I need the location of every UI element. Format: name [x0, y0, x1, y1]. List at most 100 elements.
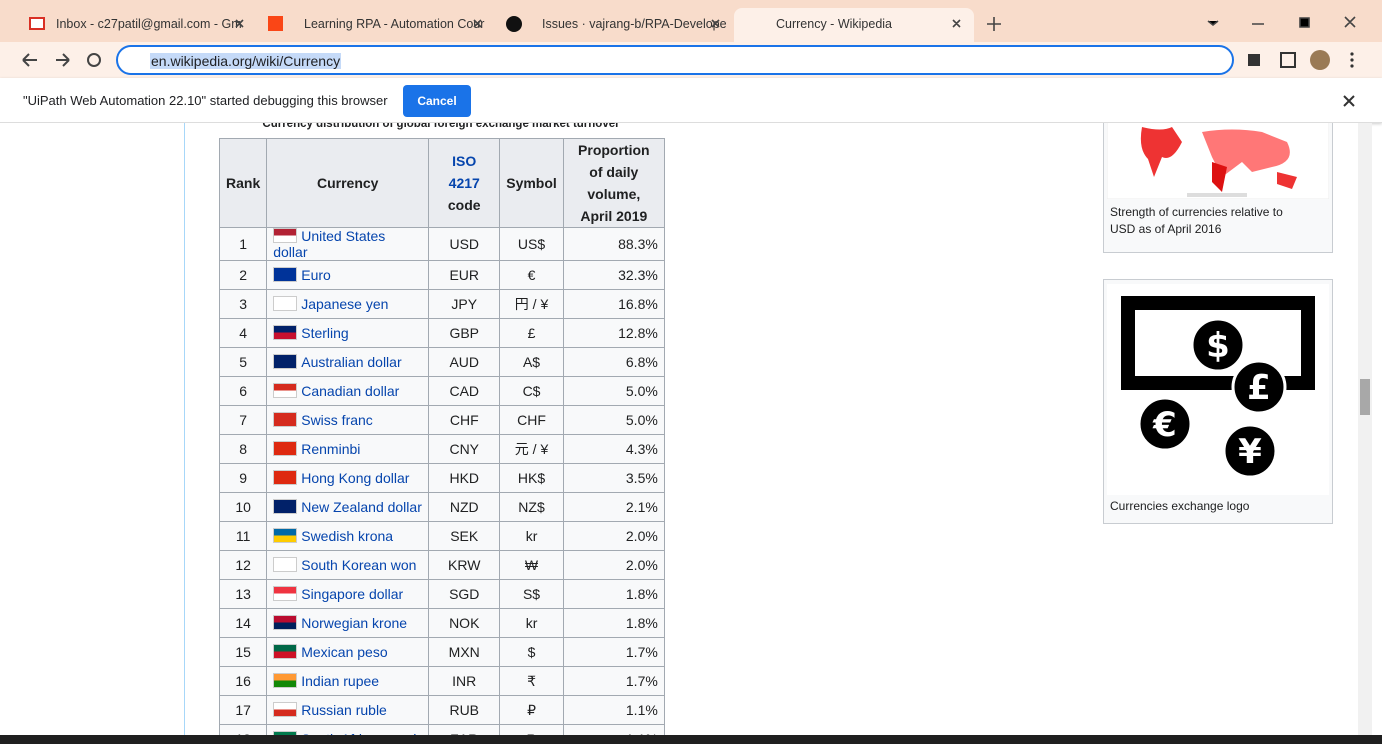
iso-code: SGD	[428, 579, 501, 609]
currency-name: South Korean won	[266, 550, 430, 580]
currency-link[interactable]: Mexican peso	[301, 644, 388, 660]
flag	[273, 557, 298, 572]
currency-name: Swiss franc	[266, 405, 430, 435]
iso-code: CNY	[428, 434, 501, 464]
flag	[273, 441, 298, 456]
table-row: 3 Japanese yen JPY 円 / ¥16.8%	[218, 289, 665, 319]
currency-link[interactable]: Japanese yen	[301, 296, 389, 312]
currency-name: Canadian dollar	[266, 376, 430, 406]
coin-symbol: €	[1152, 405, 1177, 445]
currency-link[interactable]: Hong Kong dollar	[301, 470, 410, 486]
currency-link[interactable]: South African rand	[301, 731, 416, 735]
proportion: 12.8%	[562, 318, 665, 348]
header-text: Currency	[317, 175, 379, 191]
tab[interactable]: Inbox - c27patil@gmail.com - Gm	[14, 8, 254, 42]
table-row: 15 Mexican peso MXN $1.7%	[218, 637, 665, 667]
proportion: 1.7%	[562, 637, 665, 667]
table-row: 10 New Zealand dollar NZD NZ$ 2.1%	[218, 492, 665, 522]
currency-link[interactable]: Indian rupee	[301, 673, 380, 689]
flag	[273, 528, 298, 543]
currency-link[interactable]: United States dollar	[273, 228, 386, 260]
proportion: 2.1%	[562, 492, 665, 522]
flag	[273, 296, 298, 311]
toolbar: en.wikipedia.org/wiki/Currency	[0, 42, 1382, 78]
currency-name: Norwegian krone	[266, 608, 430, 638]
iso-code: NOK	[428, 608, 501, 638]
rank: 7	[218, 405, 268, 435]
currency-link[interactable]: Russian ruble	[301, 702, 387, 718]
rank: 8	[218, 434, 268, 464]
coin	[1231, 359, 1287, 415]
tab[interactable]: Issues · vajrang-b/RPA-Develope	[500, 8, 728, 42]
flag	[273, 267, 298, 282]
currency-link[interactable]: Swedish krona	[301, 528, 394, 544]
header-text: Symbol	[506, 175, 557, 191]
symbol: S$	[499, 579, 564, 609]
tab-title: Learning RPA - Automation Cour	[304, 17, 485, 31]
taskbar	[0, 735, 1382, 744]
flag	[273, 383, 298, 398]
header-text: code	[447, 197, 481, 213]
table-row: 1 United States dollar USD US$ 88.3%	[218, 227, 665, 261]
currency-link[interactable]: Sterling	[301, 325, 349, 341]
flag	[273, 731, 298, 735]
toolbar-icons	[22, 50, 1354, 70]
cancel-button[interactable]: Cancel	[403, 85, 471, 117]
rank: 16	[218, 666, 268, 696]
currency-name: Australian dollar	[266, 347, 430, 377]
tab-strip: Inbox - c27patil@gmail.com - Gm Learning…	[0, 0, 1382, 42]
symbol: C$	[499, 376, 564, 406]
scrollbar[interactable]	[1358, 123, 1372, 735]
currency-link[interactable]: New Zealand dollar	[301, 499, 422, 515]
currency-link[interactable]: Singapore dollar	[301, 586, 404, 602]
currency-link[interactable]: Swiss franc	[301, 412, 373, 428]
currency-link[interactable]: Norwegian krone	[301, 615, 408, 631]
flag	[273, 228, 298, 243]
proportion: 1.7%	[562, 666, 665, 696]
coin	[1190, 317, 1246, 373]
rank: 14	[218, 608, 268, 638]
proportion: 3.5%	[562, 463, 665, 493]
table-row: 4 Sterling GBP £12.8%	[218, 318, 665, 348]
tab-title: Issues · vajrang-b/RPA-Develope	[542, 17, 727, 31]
currency-link[interactable]: Renminbi	[301, 441, 361, 457]
symbol: ₩	[499, 550, 564, 580]
currency-name: United States dollar	[266, 227, 430, 261]
tab[interactable]: Learning RPA - Automation Cour	[262, 8, 492, 42]
symbol: 元 / ¥	[499, 434, 564, 464]
page-content: Currency distribution of global foreign …	[0, 123, 1358, 735]
header-link[interactable]: ISO 4217	[448, 153, 480, 191]
rank: 18	[218, 724, 268, 735]
currency-link[interactable]: Euro	[301, 267, 331, 283]
iso-code: CAD	[428, 376, 501, 406]
symbol: kr	[499, 608, 564, 638]
currency-name: New Zealand dollar	[266, 492, 430, 522]
table-row: 12 South Korean won KRW ₩2.0%	[218, 550, 665, 580]
iso-code: INR	[428, 666, 501, 696]
content-border	[184, 123, 185, 735]
symbol: ₹	[499, 666, 564, 696]
currency-link[interactable]: Canadian dollar	[301, 383, 400, 399]
currency-link[interactable]: Australian dollar	[301, 354, 402, 370]
symbol: R	[499, 724, 564, 735]
currency-name: Singapore dollar	[266, 579, 430, 609]
tab[interactable]: Currency - Wikipedia	[734, 8, 974, 42]
address-bar[interactable]: en.wikipedia.org/wiki/Currency	[116, 45, 1234, 75]
scroll-thumb[interactable]	[1360, 379, 1370, 415]
iso-code: MXN	[428, 637, 501, 667]
rank: 10	[218, 492, 268, 522]
close-infobar[interactable]	[1343, 95, 1355, 107]
symbol: HK$	[499, 463, 564, 493]
symbol: kr	[499, 521, 564, 551]
flag	[273, 499, 298, 514]
currency-link[interactable]: South Korean won	[301, 557, 417, 573]
iso-code: USD	[428, 227, 501, 261]
flag	[273, 325, 298, 340]
flag	[273, 412, 298, 427]
debug-infobar: "UiPath Web Automation 22.10" started de…	[0, 78, 1382, 123]
rank: 2	[218, 260, 268, 290]
iso-code: KRW	[428, 550, 501, 580]
proportion: 5.0%	[562, 376, 665, 406]
flag	[273, 586, 298, 601]
tab-icons	[29, 16, 1356, 32]
